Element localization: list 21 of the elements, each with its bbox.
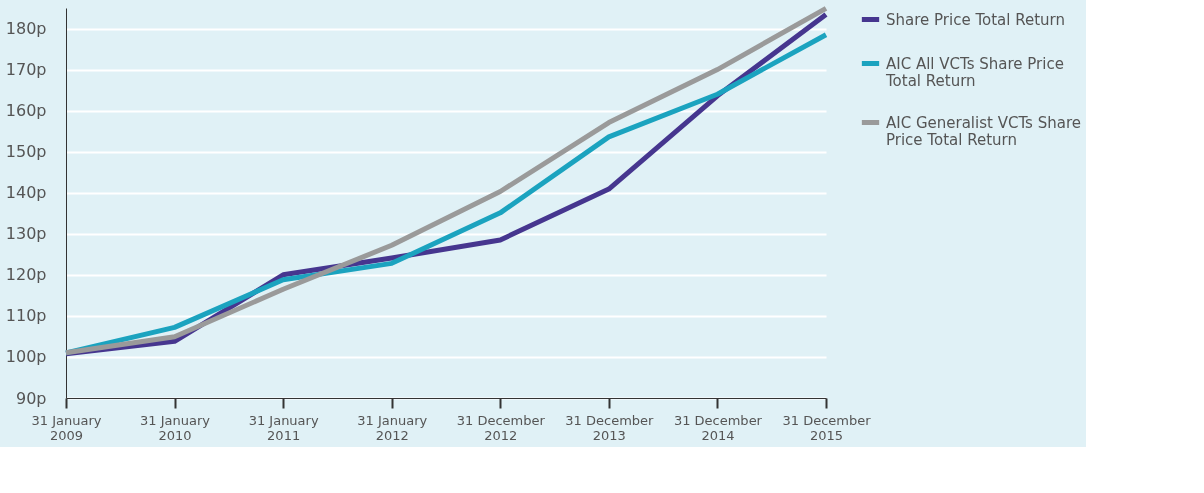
legend-label: Share Price Total Return [886,10,1065,29]
x-tick-label: 31 December 2013 [565,412,655,443]
x-tick-label: 31 January 2009 [31,412,102,443]
y-tick-label: 180p [5,19,47,39]
x-tick-label: 31 December 2014 [673,412,763,443]
y-tick-label: 160p [5,101,47,121]
y-tick-label: 130p [5,224,47,244]
x-tick-label: 31 January 2012 [357,412,428,443]
legend-label: AIC Generalist VCTs Share Price Total Return [886,113,1081,149]
y-tick-label: 120p [5,265,47,285]
y-tick-label: 150p [5,142,47,162]
y-tick-label: 100p [5,347,47,367]
x-tick-label: 31 January 2011 [248,412,319,443]
legend-label: AIC All VCTs Share Price Total Return [885,54,1064,90]
x-tick-label: 31 January 2010 [140,412,211,443]
x-tick-label: 31 December 2012 [456,412,546,443]
x-tick-label: 31 December 2015 [782,412,872,443]
y-tick-label: 170p [5,60,47,80]
y-tick-label: 140p [5,183,47,203]
y-tick-label: 110p [5,306,47,326]
y-tick-label: 90p [15,388,47,408]
